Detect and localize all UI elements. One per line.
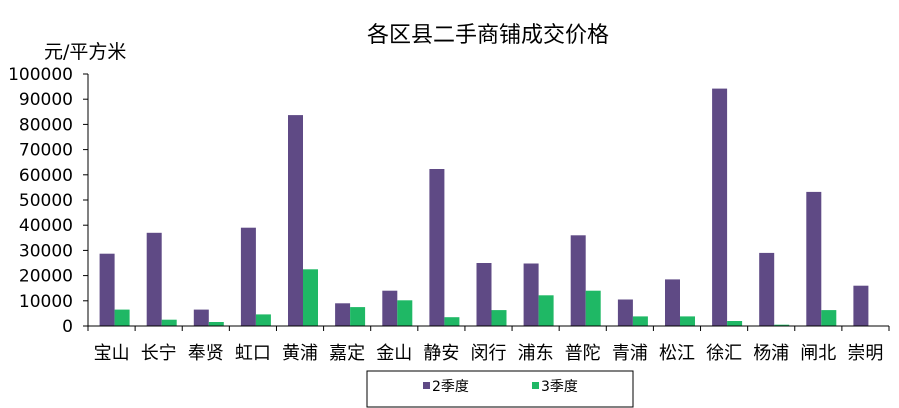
x-tick-label: 崇明 — [847, 343, 883, 364]
x-tick-label: 松江 — [659, 343, 695, 364]
legend-label-2q: 2季度 — [432, 379, 469, 395]
bar-3q-2 — [208, 322, 224, 326]
bar-2q-2 — [193, 309, 209, 326]
bar-3q-14 — [774, 324, 790, 326]
y-tick-label: 40000 — [19, 216, 73, 236]
legend-swatch-2q — [423, 382, 430, 389]
bar-3q-0 — [114, 309, 130, 326]
x-tick-label: 浦东 — [518, 343, 554, 364]
chart-title: 各区县二手商铺成交价格 — [367, 23, 609, 48]
bar-2q-3 — [240, 227, 256, 326]
bar-2q-0 — [99, 253, 115, 326]
bar-2q-16 — [853, 285, 869, 326]
bar-2q-5 — [335, 303, 351, 326]
bar-3q-6 — [397, 300, 413, 326]
legend-swatch-3q — [532, 382, 539, 389]
bar-3q-15 — [821, 310, 837, 326]
bar-3q-7 — [444, 317, 460, 326]
bar-3q-4 — [303, 269, 318, 326]
bar-2q-10 — [570, 235, 586, 326]
bar-3q-10 — [585, 290, 601, 326]
x-tick-label: 闵行 — [471, 343, 507, 364]
bar-2q-8 — [476, 263, 492, 326]
x-tick-label: 青浦 — [612, 343, 648, 364]
x-tick-label: 黄浦 — [282, 343, 318, 364]
bars-layer — [99, 88, 869, 326]
y-tick-label: 90000 — [19, 90, 73, 110]
bar-2q-14 — [759, 252, 775, 326]
x-tick-label: 闸北 — [800, 343, 836, 364]
bar-2q-12 — [665, 279, 680, 326]
bar-3q-12 — [680, 316, 695, 326]
y-axis-unit: 元/平方米 — [44, 41, 126, 63]
y-tick-labels: 0 10000 20000 30000 40000 50000 60000 70000 8000… — [8, 65, 73, 337]
x-tick-label: 宝山 — [94, 343, 130, 364]
x-tick-label: 徐汇 — [706, 343, 742, 364]
y-tick-label: 10000 — [19, 292, 73, 312]
y-tick-label: 80000 — [19, 115, 73, 135]
y-tick-label: 50000 — [19, 191, 73, 211]
bar-3q-13 — [727, 321, 743, 326]
bar-3q-3 — [255, 314, 271, 326]
x-tick-label: 长宁 — [141, 343, 177, 364]
bar-2q-13 — [712, 88, 728, 326]
y-tick-label: 60000 — [19, 166, 73, 186]
x-tick-label: 杨浦 — [753, 343, 789, 364]
bar-2q-4 — [288, 115, 303, 326]
x-tick-label: 嘉定 — [329, 343, 365, 364]
bar-2q-1 — [146, 232, 162, 326]
y-tick-label: 0 — [62, 317, 73, 337]
bar-2q-6 — [382, 290, 398, 326]
x-tick-label: 金山 — [376, 343, 412, 364]
y-tick-label: 70000 — [19, 141, 73, 161]
bar-2q-11 — [617, 299, 633, 326]
bar-3q-5 — [350, 307, 366, 326]
y-tick-label: 30000 — [19, 241, 73, 261]
x-tick-labels: 宝山 长宁 奉贤 虹口 黄浦 嘉定 金山 静安 闵行 浦东 普陀 青浦 松江 徐汇 杨浦 闸北 崇明 — [94, 343, 884, 364]
x-tick-label: 普陀 — [565, 343, 601, 364]
bar-3q-9 — [538, 295, 554, 326]
bar-2q-7 — [429, 169, 445, 326]
legend-label-3q: 3季度 — [541, 379, 578, 395]
axes-layer — [83, 73, 890, 331]
bar-3q-11 — [632, 316, 648, 326]
x-tick-label: 静安 — [423, 343, 459, 364]
bar-2q-15 — [806, 191, 822, 326]
legend-box — [366, 370, 634, 408]
bar-2q-9 — [523, 263, 539, 326]
y-tick-label: 20000 — [19, 267, 73, 287]
x-tick-label: 虹口 — [235, 343, 271, 364]
bar-3q-8 — [491, 310, 507, 326]
x-tick-label: 奉贤 — [188, 343, 224, 364]
bar-3q-1 — [161, 319, 177, 326]
legend: 2季度 3季度 — [366, 370, 634, 408]
y-tick-label: 100000 — [8, 65, 73, 85]
